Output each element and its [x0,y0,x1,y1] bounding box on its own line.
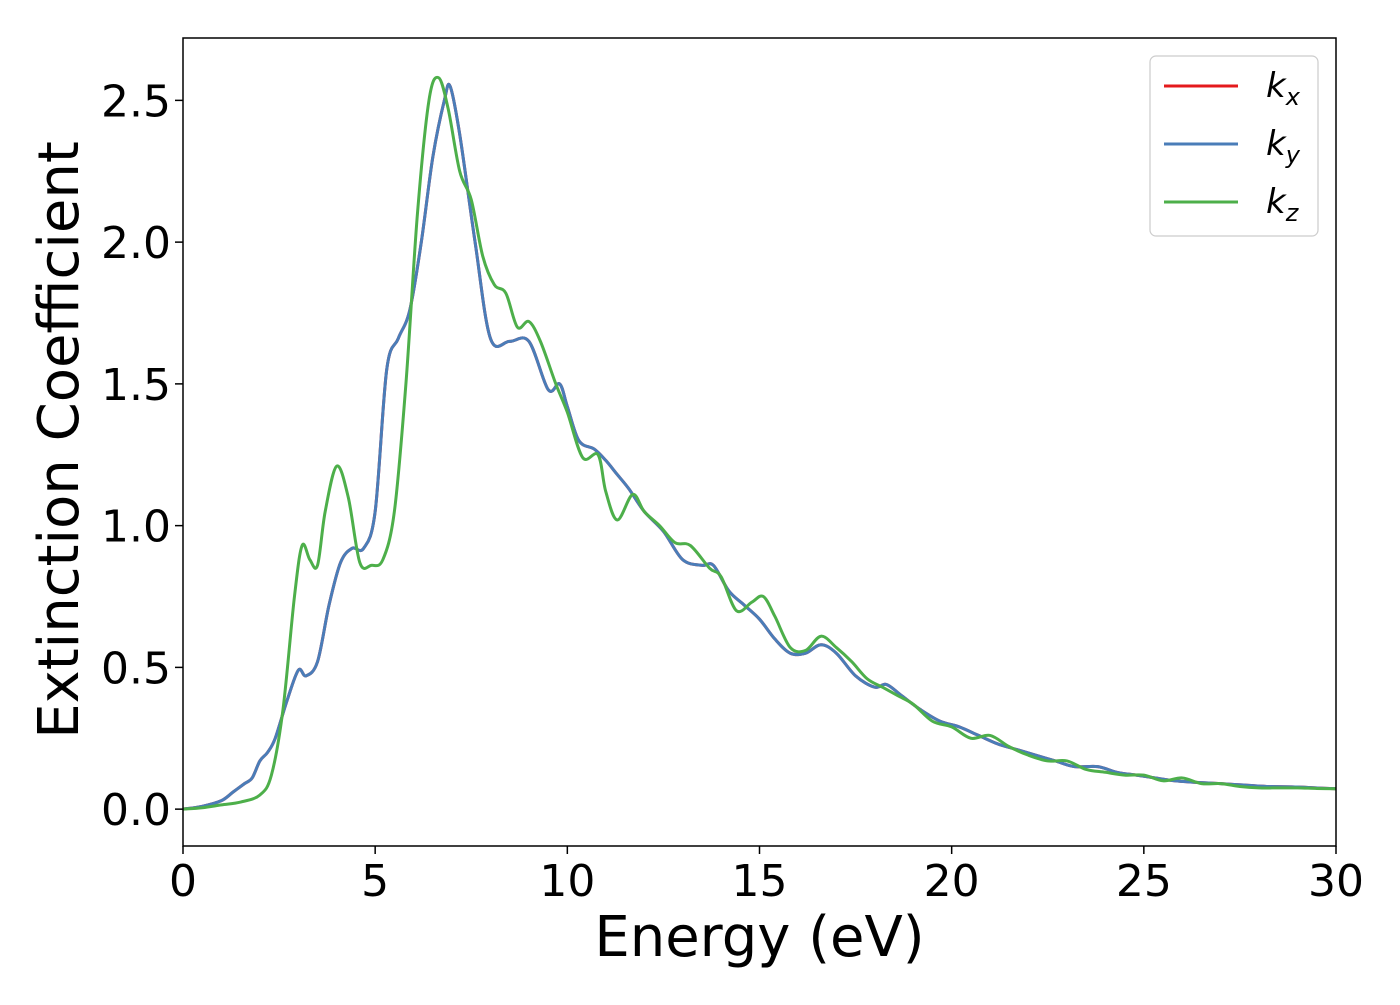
x-tick-label: 0 [169,856,197,907]
x-tick-label: 20 [924,856,980,907]
y-axis-title: Extinction Coefficient [27,141,92,739]
legend-label-main: k [1266,182,1287,222]
legend-label-subscript: x [1285,83,1301,111]
y-tick-label: 0.0 [101,785,171,836]
x-tick-label: 30 [1308,856,1364,907]
series-line-k-z [183,75,1336,811]
legend-label: ky [1266,124,1301,169]
legend-label-main: k [1266,124,1287,164]
axes-frame [182,37,1337,847]
plot-area [183,75,1336,811]
x-tick-label: 25 [1116,856,1172,907]
x-axis-title: Energy (eV) [594,905,924,970]
y-tick-label: 2.0 [101,218,171,269]
y-tick-label: 1.0 [101,502,171,553]
legend-label: kx [1266,66,1301,111]
tick-layer: 0 5 10 15 20 25 30 0.0 0.5 1.0 1.5 2.0 2.5 [101,76,1364,907]
legend-label-subscript: z [1285,199,1300,227]
y-tick-label: 1.5 [101,360,171,411]
legend-entry-k-x: kx [1164,66,1301,111]
x-tick-label: 15 [732,856,788,907]
y-tick-label: 2.5 [101,76,171,127]
y-tick-label: 0.5 [101,643,171,694]
x-tick-label: 10 [539,856,595,907]
x-tick-label: 5 [361,856,389,907]
legend-label-subscript: y [1285,141,1301,169]
legend-entry-k-y: ky [1164,124,1301,169]
legend-label-main: k [1266,66,1287,106]
legend-entry-k-z: kz [1164,182,1300,227]
legend-label: kz [1266,182,1300,227]
legend-box [1149,55,1319,237]
series-line-k-y [183,82,1336,811]
